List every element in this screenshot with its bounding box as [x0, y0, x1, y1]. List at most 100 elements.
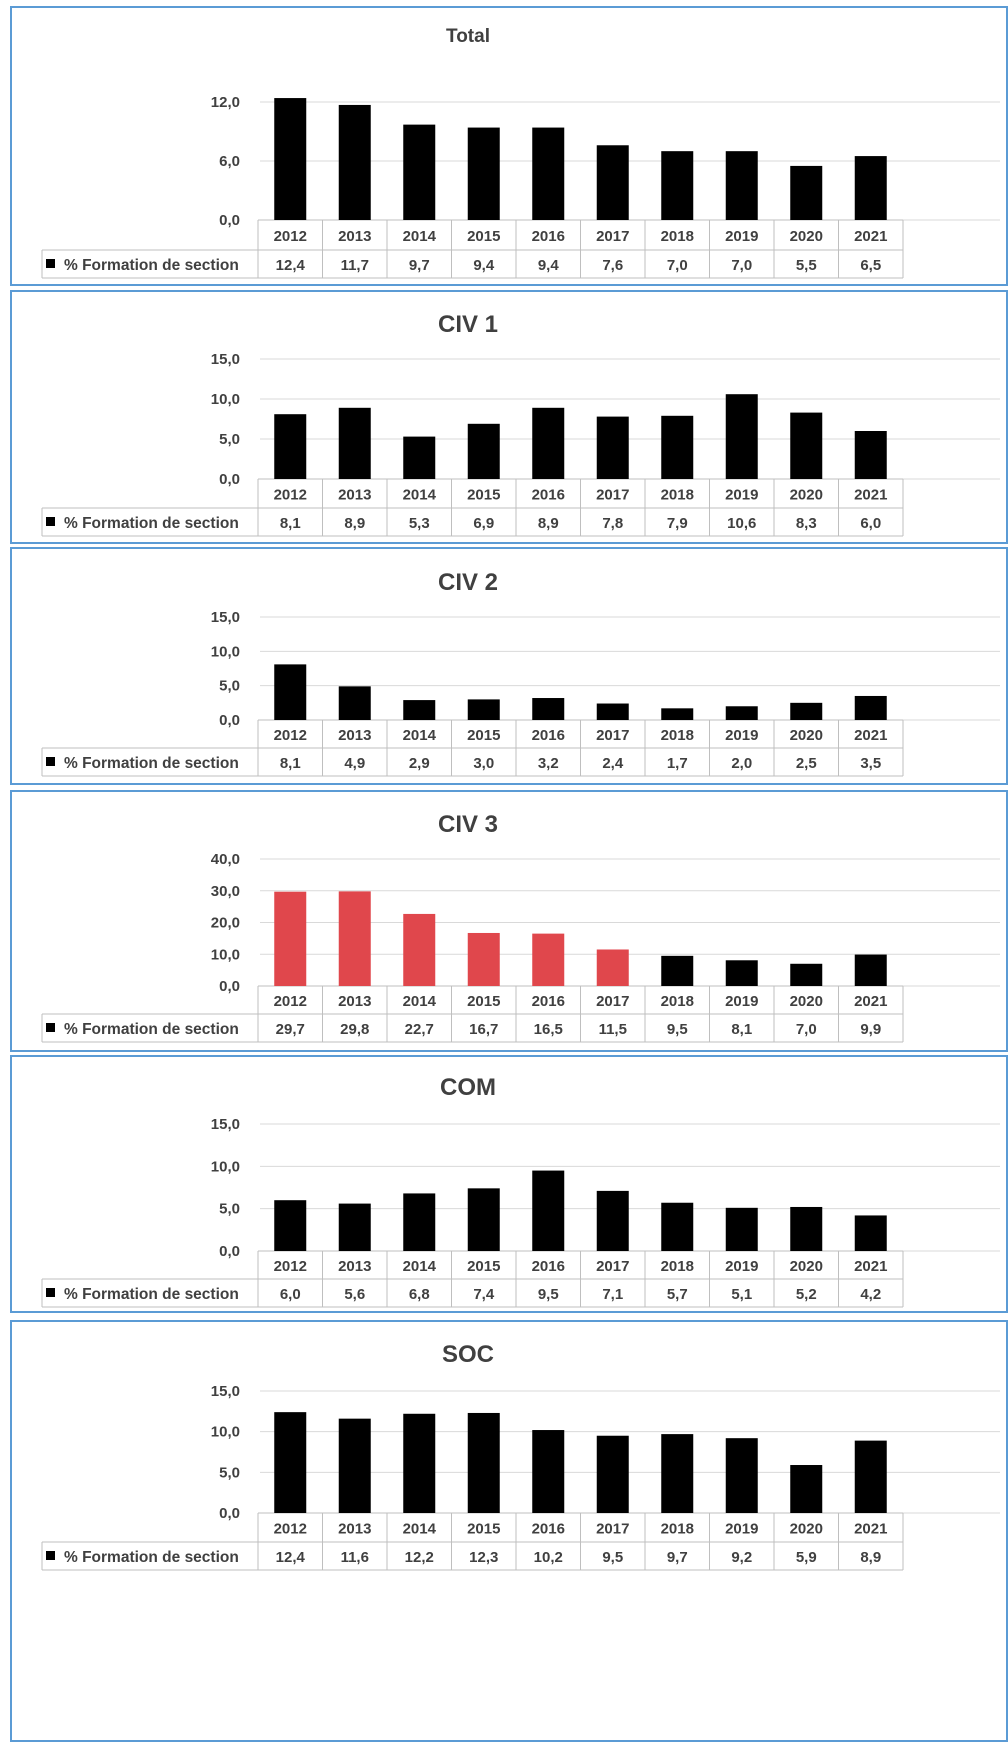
- x-tick-label: 2020: [790, 727, 823, 744]
- x-tick-label: 2018: [661, 487, 694, 504]
- chart-svg: CIV 2 0,0 5,0 10,0 15,0 2012 8,1 2013 4,9 2014 2,9…: [41, 569, 1000, 777]
- bar: [403, 913, 436, 986]
- legend-key: [46, 1551, 55, 1560]
- data-label: 2,9: [409, 755, 430, 772]
- x-tick-label: 2020: [790, 993, 823, 1010]
- data-label: 7,6: [602, 257, 623, 274]
- x-tick-label: 2013: [338, 993, 371, 1010]
- bar: [403, 436, 436, 479]
- bar: [725, 1438, 758, 1513]
- x-tick-label: 2013: [338, 228, 371, 245]
- data-label: 9,7: [667, 1549, 688, 1566]
- x-tick-label: 2018: [661, 993, 694, 1010]
- x-tick-label: 2014: [403, 1521, 437, 1538]
- y-tick-label: 15,0: [211, 351, 240, 368]
- chart-svg: CIV 1 0,0 5,0 10,0 15,0 2012 8,1 2013 8,9 2014 5,3…: [41, 311, 1000, 537]
- bar: [661, 708, 694, 720]
- data-label: 8,1: [731, 1021, 752, 1038]
- x-tick-label: 2021: [854, 1521, 887, 1538]
- x-tick-label: 2016: [532, 487, 565, 504]
- chart-panel-3: CIV 3 0,0 10,0 20,0 30,0 40,0 2012 29,7 2013 29,8…: [10, 790, 1008, 1052]
- data-label: 7,0: [731, 257, 752, 274]
- bar: [274, 891, 307, 986]
- x-tick-label: 2012: [274, 228, 307, 245]
- x-tick-label: 2012: [274, 727, 307, 744]
- data-label: 2,5: [796, 755, 817, 772]
- data-label: 9,4: [538, 257, 560, 274]
- y-tick-label: 15,0: [211, 1383, 240, 1400]
- data-label: 7,0: [667, 257, 688, 274]
- x-tick-label: 2014: [403, 727, 437, 744]
- chart-svg: SOC 0,0 5,0 10,0 15,0 2012 12,4 2013 11,6 2014 12,…: [41, 1341, 1000, 1571]
- x-tick-label: 2012: [274, 1258, 307, 1275]
- data-label: 22,7: [405, 1021, 434, 1038]
- legend-key: [46, 1288, 55, 1297]
- data-label: 6,9: [473, 515, 494, 532]
- chart-panel-2: CIV 2 0,0 5,0 10,0 15,0 2012 8,1 2013 4,9 2014 2,9…: [10, 547, 1008, 785]
- chart-title: CIV 1: [438, 311, 498, 338]
- data-label: 9,4: [473, 257, 495, 274]
- x-tick-label: 2015: [467, 1258, 500, 1275]
- x-tick-label: 2017: [596, 993, 629, 1010]
- legend-label: % Formation de section: [64, 1021, 239, 1038]
- x-tick-label: 2014: [403, 993, 437, 1010]
- bar: [725, 706, 758, 720]
- x-tick-label: 2016: [532, 727, 565, 744]
- data-label: 12,4: [276, 1549, 306, 1566]
- data-label: 16,7: [469, 1021, 498, 1038]
- y-tick-label: 0,0: [219, 1243, 240, 1260]
- x-tick-label: 2019: [725, 727, 758, 744]
- data-label: 8,9: [860, 1549, 881, 1566]
- x-tick-label: 2015: [467, 993, 500, 1010]
- data-label: 5,2: [796, 1286, 817, 1303]
- legend-key: [46, 259, 55, 268]
- chart-title: CIV 3: [438, 811, 498, 838]
- data-label: 4,2: [860, 1286, 881, 1303]
- y-tick-label: 5,0: [219, 1201, 240, 1218]
- data-label: 2,0: [731, 755, 752, 772]
- bar: [532, 1430, 565, 1513]
- data-label: 16,5: [534, 1021, 563, 1038]
- x-tick-label: 2013: [338, 1521, 371, 1538]
- bar: [854, 431, 887, 479]
- legend-label: % Formation de section: [64, 1286, 239, 1303]
- bar: [532, 933, 565, 986]
- bar: [661, 415, 694, 479]
- bar: [338, 686, 371, 720]
- x-tick-label: 2020: [790, 1521, 823, 1538]
- x-tick-label: 2021: [854, 487, 887, 504]
- chart-panel-5: SOC 0,0 5,0 10,0 15,0 2012 12,4 2013 11,6 2014 12,…: [10, 1320, 1008, 1742]
- x-tick-label: 2019: [725, 487, 758, 504]
- x-tick-label: 2013: [338, 487, 371, 504]
- bar: [338, 1203, 371, 1251]
- data-label: 8,1: [280, 515, 301, 532]
- x-tick-label: 2017: [596, 487, 629, 504]
- bar: [790, 702, 823, 720]
- data-label: 3,0: [473, 755, 494, 772]
- data-label: 9,5: [602, 1549, 623, 1566]
- data-label: 9,7: [409, 257, 430, 274]
- bar: [403, 124, 436, 220]
- data-label: 10,2: [534, 1549, 563, 1566]
- data-label: 2,4: [602, 755, 624, 772]
- bar: [467, 1412, 500, 1513]
- x-tick-label: 2019: [725, 228, 758, 245]
- legend-key: [46, 517, 55, 526]
- bar: [338, 104, 371, 220]
- data-label: 29,8: [340, 1021, 369, 1038]
- bar: [274, 98, 307, 220]
- chart-title: COM: [440, 1074, 496, 1101]
- bar: [725, 151, 758, 220]
- chart-title: Total: [446, 26, 490, 47]
- data-label: 9,9: [860, 1021, 881, 1038]
- bar: [790, 412, 823, 479]
- x-tick-label: 2019: [725, 993, 758, 1010]
- data-label: 8,9: [344, 515, 365, 532]
- bar: [532, 698, 565, 720]
- x-tick-label: 2014: [403, 487, 437, 504]
- bar: [403, 700, 436, 720]
- legend-label: % Formation de section: [64, 1549, 239, 1566]
- x-tick-label: 2019: [725, 1521, 758, 1538]
- bar: [661, 1434, 694, 1513]
- chart-title: CIV 2: [438, 569, 498, 596]
